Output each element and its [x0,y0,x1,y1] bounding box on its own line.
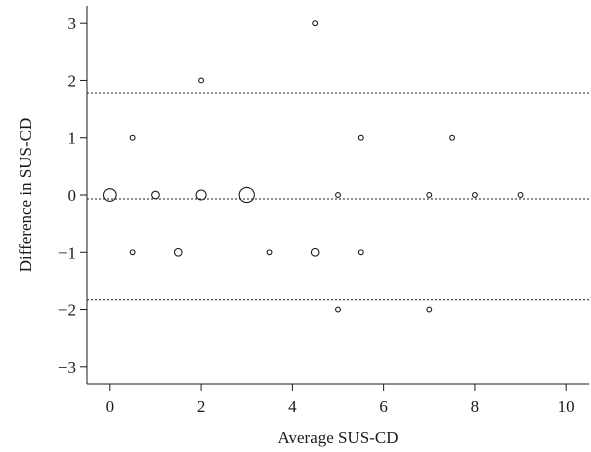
data-point [357,249,364,256]
data-point [426,306,433,313]
reference-lines [87,92,589,301]
y-tick-label: 3 [68,14,77,33]
data-point [335,306,341,313]
data-point [238,186,255,204]
x-tick-label: 0 [106,397,115,416]
data-point [173,247,183,257]
x-axis-ticks: 0 2 4 6 8 10 [106,384,575,416]
x-tick-label: 6 [379,397,388,416]
x-tick-label: 4 [288,397,297,416]
y-tick-label: 2 [68,71,77,90]
x-tick-label: 2 [197,397,206,416]
y-axis-ticks: −3 −2 −1 0 1 2 3 [58,14,87,377]
x-axis-title: Average SUS-CD [277,428,398,447]
data-point [198,77,205,84]
data-point [517,192,524,198]
y-tick-label: −2 [58,301,76,320]
y-tick-label: 1 [68,129,77,148]
data-point [357,134,364,141]
data-point [151,190,160,200]
data-point [471,192,478,198]
plot-frame [86,6,589,385]
x-tick-label: 10 [558,397,575,416]
x-tick-label: 8 [471,397,480,416]
data-points [102,20,524,313]
data-point [266,249,273,256]
y-tick-label: 0 [68,186,77,205]
data-point [195,189,207,201]
y-tick-label: −1 [58,243,76,262]
y-tick-label: −3 [58,358,76,377]
data-point [310,247,320,257]
data-point [102,188,117,202]
data-point [426,192,433,198]
data-point [449,134,456,141]
data-point [129,249,136,256]
data-point [129,134,136,141]
y-axis-title: Difference in SUS-CD [16,118,35,273]
data-point [335,192,341,198]
data-point [312,20,319,27]
